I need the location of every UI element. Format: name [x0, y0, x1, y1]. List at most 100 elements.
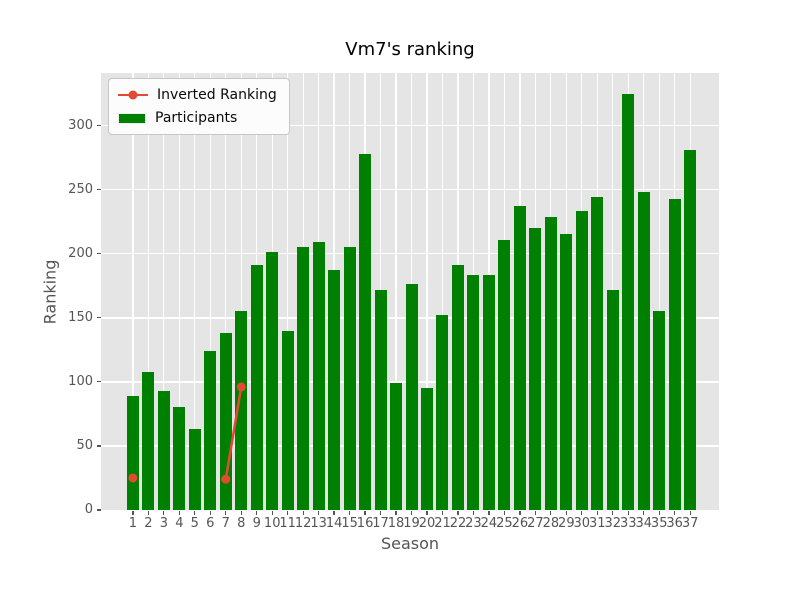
inverted-ranking-line [128, 382, 246, 484]
h-gridline [101, 124, 719, 127]
bar-season-14 [328, 270, 341, 510]
x-tick-mark [689, 511, 691, 515]
v-gridline [395, 73, 397, 510]
bar-season-5 [188, 429, 201, 510]
x-tick-mark [302, 511, 304, 515]
x-tick-label: 5 [190, 516, 199, 531]
y-tick-mark [96, 509, 101, 511]
x-tick-label: 30 [573, 516, 591, 531]
bar-season-9 [250, 265, 263, 510]
x-tick-mark [457, 511, 459, 515]
legend-item-participants: Participants [118, 109, 277, 127]
x-tick-label: 36 [666, 516, 683, 531]
legend: Inverted Ranking Participants [108, 78, 290, 135]
x-tick-mark [503, 511, 506, 515]
x-tick-mark [581, 511, 583, 515]
x-tick-mark [395, 511, 397, 515]
x-tick-mark [132, 511, 134, 515]
y-tick-mark [96, 445, 101, 447]
x-axis-label: Season [380, 534, 440, 553]
line-marker-season-1 [128, 473, 138, 483]
bar-season-25 [498, 239, 511, 510]
x-tick-label: 21 [434, 516, 451, 531]
bar-season-30 [575, 211, 588, 510]
x-tick-label: 29 [558, 516, 575, 531]
bar-season-32 [606, 289, 619, 510]
bar-season-16 [359, 153, 372, 510]
v-gridline [132, 73, 134, 510]
legend-line-icon [118, 90, 148, 100]
bar-season-28 [544, 216, 557, 510]
h-gridline [101, 252, 719, 255]
x-tick-mark [364, 511, 366, 515]
y-tick-label: 250 [68, 181, 93, 197]
line-marker-season-7 [221, 474, 231, 484]
x-tick-label: 32 [604, 516, 622, 531]
chart-title: Vm7's ranking [345, 39, 475, 60]
bar-season-1 [126, 395, 139, 510]
bar-season-36 [668, 198, 681, 510]
bar-season-10 [266, 252, 279, 510]
x-tick-label: 2 [144, 516, 153, 531]
bar-season-11 [281, 330, 294, 510]
x-tick-mark [240, 511, 242, 515]
x-tick-mark [333, 511, 335, 515]
legend-marker-dot-icon [128, 90, 138, 100]
y-tick-label: 50 [76, 437, 93, 453]
v-gridline [163, 73, 165, 510]
x-tick-label: 6 [206, 516, 215, 531]
x-tick-mark [627, 511, 629, 515]
x-tick-mark [317, 511, 320, 515]
x-tick-label: 31 [589, 516, 606, 531]
x-tick-mark [643, 511, 645, 515]
x-tick-mark [565, 511, 567, 515]
x-tick-mark [163, 511, 165, 515]
x-tick-mark [472, 511, 475, 515]
v-gridline [658, 73, 660, 510]
x-tick-label: 8 [237, 516, 246, 531]
bar-season-34 [637, 192, 650, 510]
bar-season-35 [653, 311, 666, 510]
x-tick-label: 22 [449, 516, 467, 531]
x-tick-mark [287, 511, 289, 515]
legend-item-inverted-ranking: Inverted Ranking [118, 86, 277, 104]
legend-label-inverted-ranking: Inverted Ranking [157, 87, 277, 103]
x-tick-mark [596, 511, 598, 515]
bar-season-12 [297, 247, 310, 510]
x-tick-mark [178, 511, 180, 515]
legend-label-participants: Participants [155, 110, 238, 126]
x-tick-label: 33 [619, 516, 637, 531]
bar-season-6 [204, 351, 217, 510]
y-tick-label: 0 [84, 502, 93, 517]
bar-season-3 [157, 390, 170, 510]
x-tick-mark [488, 511, 490, 515]
x-tick-mark [674, 511, 676, 515]
x-tick-mark [194, 511, 196, 515]
x-tick-mark [658, 511, 660, 515]
x-tick-label: 3 [159, 516, 168, 531]
bar-season-29 [560, 234, 573, 510]
x-tick-mark [441, 511, 444, 515]
x-tick-mark [225, 511, 227, 515]
v-gridline [426, 73, 428, 510]
x-tick-label: 26 [511, 516, 529, 531]
v-gridline [147, 73, 150, 510]
x-tick-label: 9 [252, 516, 261, 531]
v-gridline [178, 73, 180, 510]
x-tick-label: 13 [310, 516, 327, 531]
x-tick-mark [612, 511, 614, 515]
legend-swatch-icon [118, 112, 146, 124]
x-tick-label: 24 [480, 516, 498, 531]
y-tick-mark [96, 381, 101, 383]
bar-season-24 [482, 275, 495, 510]
plot-area: Inverted Ranking Participants [101, 73, 719, 510]
bar-season-4 [173, 407, 186, 510]
x-tick-label: 34 [635, 516, 652, 531]
bar-season-19 [405, 284, 418, 510]
bar-season-13 [312, 242, 325, 510]
x-tick-label: 7 [221, 516, 230, 531]
line-marker-season-8 [236, 382, 246, 392]
y-tick-mark [96, 317, 101, 319]
x-tick-label: 12 [294, 516, 312, 531]
